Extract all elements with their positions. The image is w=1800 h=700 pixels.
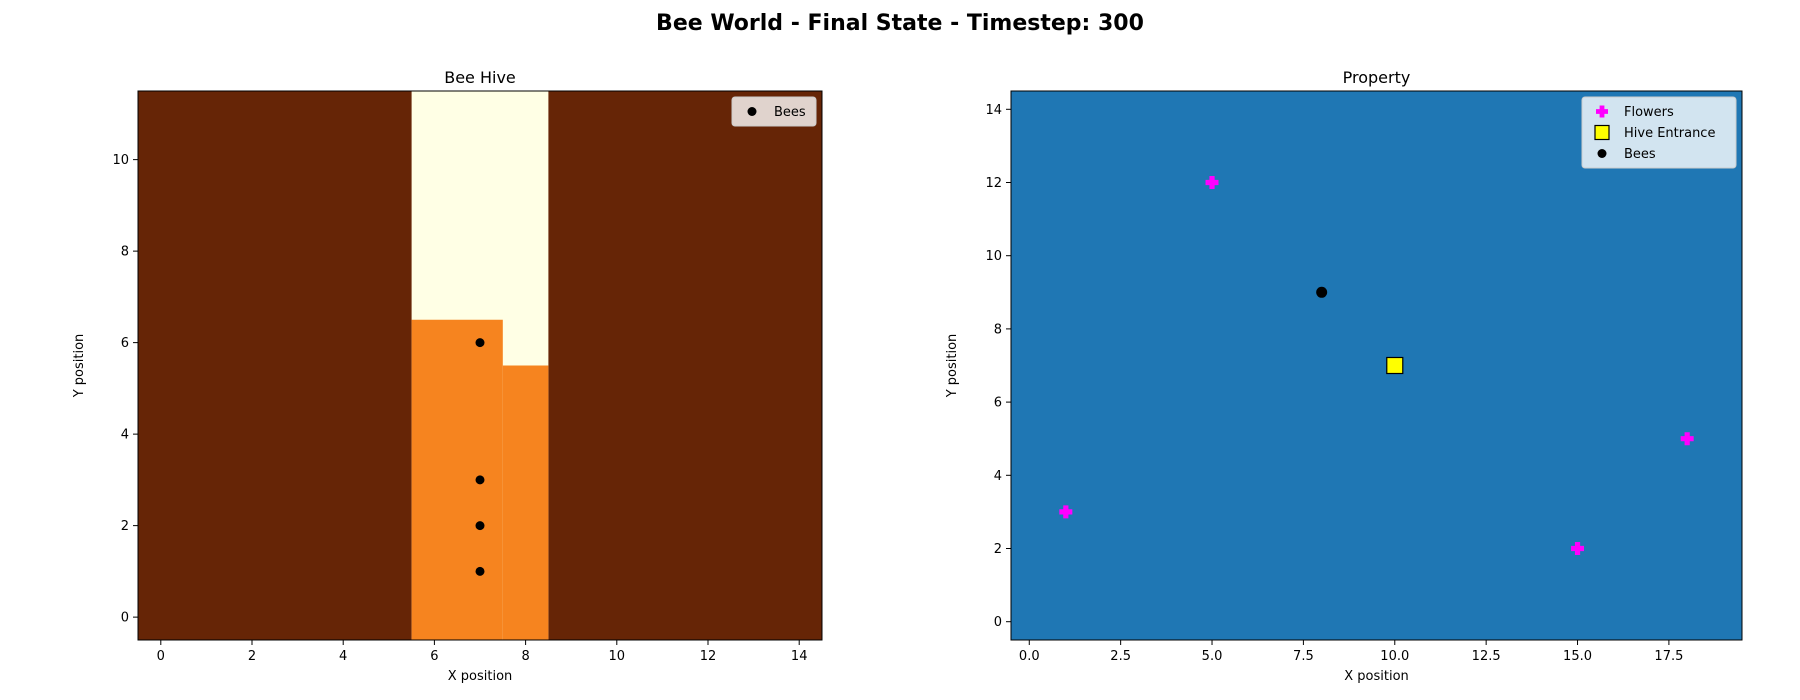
legend-hive-entrance-label: Hive Entrance [1624,126,1715,141]
hive-entrance-marker-0 [1386,356,1404,375]
property-panel: 0.0 2.5 5.0 7.5 10.0 12.5 15.0 17.5 0 2 4 6 8 10 12 14 P… [945,68,1743,684]
x-tick-label-2: 5.0 [1202,649,1223,664]
legend-bees-marker [747,107,757,116]
axes-frame [137,90,823,641]
figure-title: Bee World - Final State - Timestep: 300 [656,11,1144,36]
x-tick-label-0: 0 [157,649,165,664]
y-axis-label: Y position [945,334,960,399]
x-tick-label-7: 14 [791,649,808,664]
legend-flowers-label: Flowers [1624,105,1674,120]
y-tick-label-0: 0 [994,615,1002,630]
flowers-marker-0 [1205,176,1219,189]
legend-flowers-marker [1596,105,1608,118]
y-tick-label-5: 10 [985,249,1002,264]
hive-honey-cells-2 [502,365,549,640]
bees-marker-2 [475,521,485,531]
x-tick-label-5: 12.5 [1472,649,1501,664]
x-tick-label-1: 2.5 [1110,649,1131,664]
flowers-marker-3 [1680,432,1694,446]
legend-bees-label: Bees [774,105,806,120]
y-tick-label-4: 8 [121,245,129,260]
y-axis-label: Y position [72,334,87,399]
axes-frame [1010,90,1743,641]
y-tick-label-1: 2 [121,519,129,534]
axes-title: Bee Hive [444,68,516,87]
x-tick-label-5: 10 [609,649,626,664]
x-tick-label-6: 15.0 [1563,649,1592,664]
x-axis-label: X position [1344,669,1409,684]
y-tick-label-2: 4 [994,469,1002,484]
y-tick-label-3: 6 [121,336,129,351]
y-tick-label-1: 2 [994,542,1002,557]
axes-title: Property [1343,68,1411,87]
y-tick-label-2: 4 [121,428,129,443]
y-tick-label-4: 8 [994,322,1002,337]
bees-marker-1 [475,475,485,485]
y-tick-label-0: 0 [121,611,129,626]
legend: Flowers Hive Entrance Bees [1581,96,1737,169]
bees-marker-0 [1316,286,1328,298]
x-tick-label-0: 0.0 [1019,649,1040,664]
legend-box [1581,96,1737,169]
bee-hive-panel: 0 2 4 6 8 10 12 14 0 2 4 6 8 10 Bee Hive X position Y po… [72,68,823,684]
y-tick-label-6: 12 [985,176,1002,191]
bees-marker-0 [475,338,485,348]
flowers-marker-1 [1059,505,1073,519]
x-tick-label-3: 6 [430,649,438,664]
x-tick-label-4: 8 [521,649,529,664]
y-tick-label-3: 6 [994,396,1002,411]
y-tick-label-7: 14 [985,103,1002,118]
x-tick-label-2: 4 [339,649,347,664]
x-tick-label-3: 7.5 [1293,649,1314,664]
hive-honey-cells-1 [411,319,503,640]
x-tick-label-7: 17.5 [1654,649,1683,664]
legend-box [731,96,817,127]
x-tick-label-1: 2 [248,649,256,664]
y-tick-label-5: 10 [112,153,129,168]
bees-marker-3 [475,566,485,576]
flowers-marker-2 [1571,542,1585,556]
legend-bees-marker [1597,149,1607,158]
legend-bees-label: Bees [1624,147,1656,162]
x-axis-label: X position [448,669,513,684]
legend: Bees [731,96,817,127]
property-background [1011,91,1742,640]
legend-hive-entrance-marker [1594,124,1610,141]
x-tick-label-6: 12 [700,649,717,664]
x-tick-label-4: 10.0 [1380,649,1409,664]
